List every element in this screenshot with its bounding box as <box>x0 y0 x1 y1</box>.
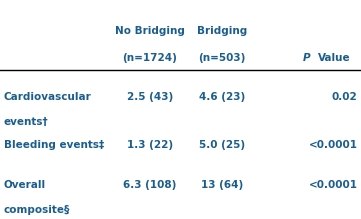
Text: (n=503): (n=503) <box>198 53 246 63</box>
Text: 1.3 (22): 1.3 (22) <box>127 140 173 150</box>
Text: events†: events† <box>4 117 48 127</box>
Text: 5.0 (25): 5.0 (25) <box>199 140 245 150</box>
Text: 6.3 (108): 6.3 (108) <box>123 180 177 190</box>
Text: Value: Value <box>318 53 351 63</box>
Text: No Bridging: No Bridging <box>115 26 185 36</box>
Text: (n=1724): (n=1724) <box>122 53 177 63</box>
Text: 4.6 (23): 4.6 (23) <box>199 92 245 102</box>
Text: 0.02: 0.02 <box>332 92 357 102</box>
Text: 13 (64): 13 (64) <box>201 180 243 190</box>
Text: P: P <box>303 53 311 63</box>
Text: <0.0001: <0.0001 <box>308 180 357 190</box>
Text: Bleeding events‡: Bleeding events‡ <box>4 140 104 150</box>
Text: Overall: Overall <box>4 180 46 190</box>
Text: composite§: composite§ <box>4 205 70 215</box>
Text: <0.0001: <0.0001 <box>308 140 357 150</box>
Text: Bridging: Bridging <box>197 26 247 36</box>
Text: 2.5 (43): 2.5 (43) <box>127 92 173 102</box>
Text: Cardiovascular: Cardiovascular <box>4 92 91 102</box>
